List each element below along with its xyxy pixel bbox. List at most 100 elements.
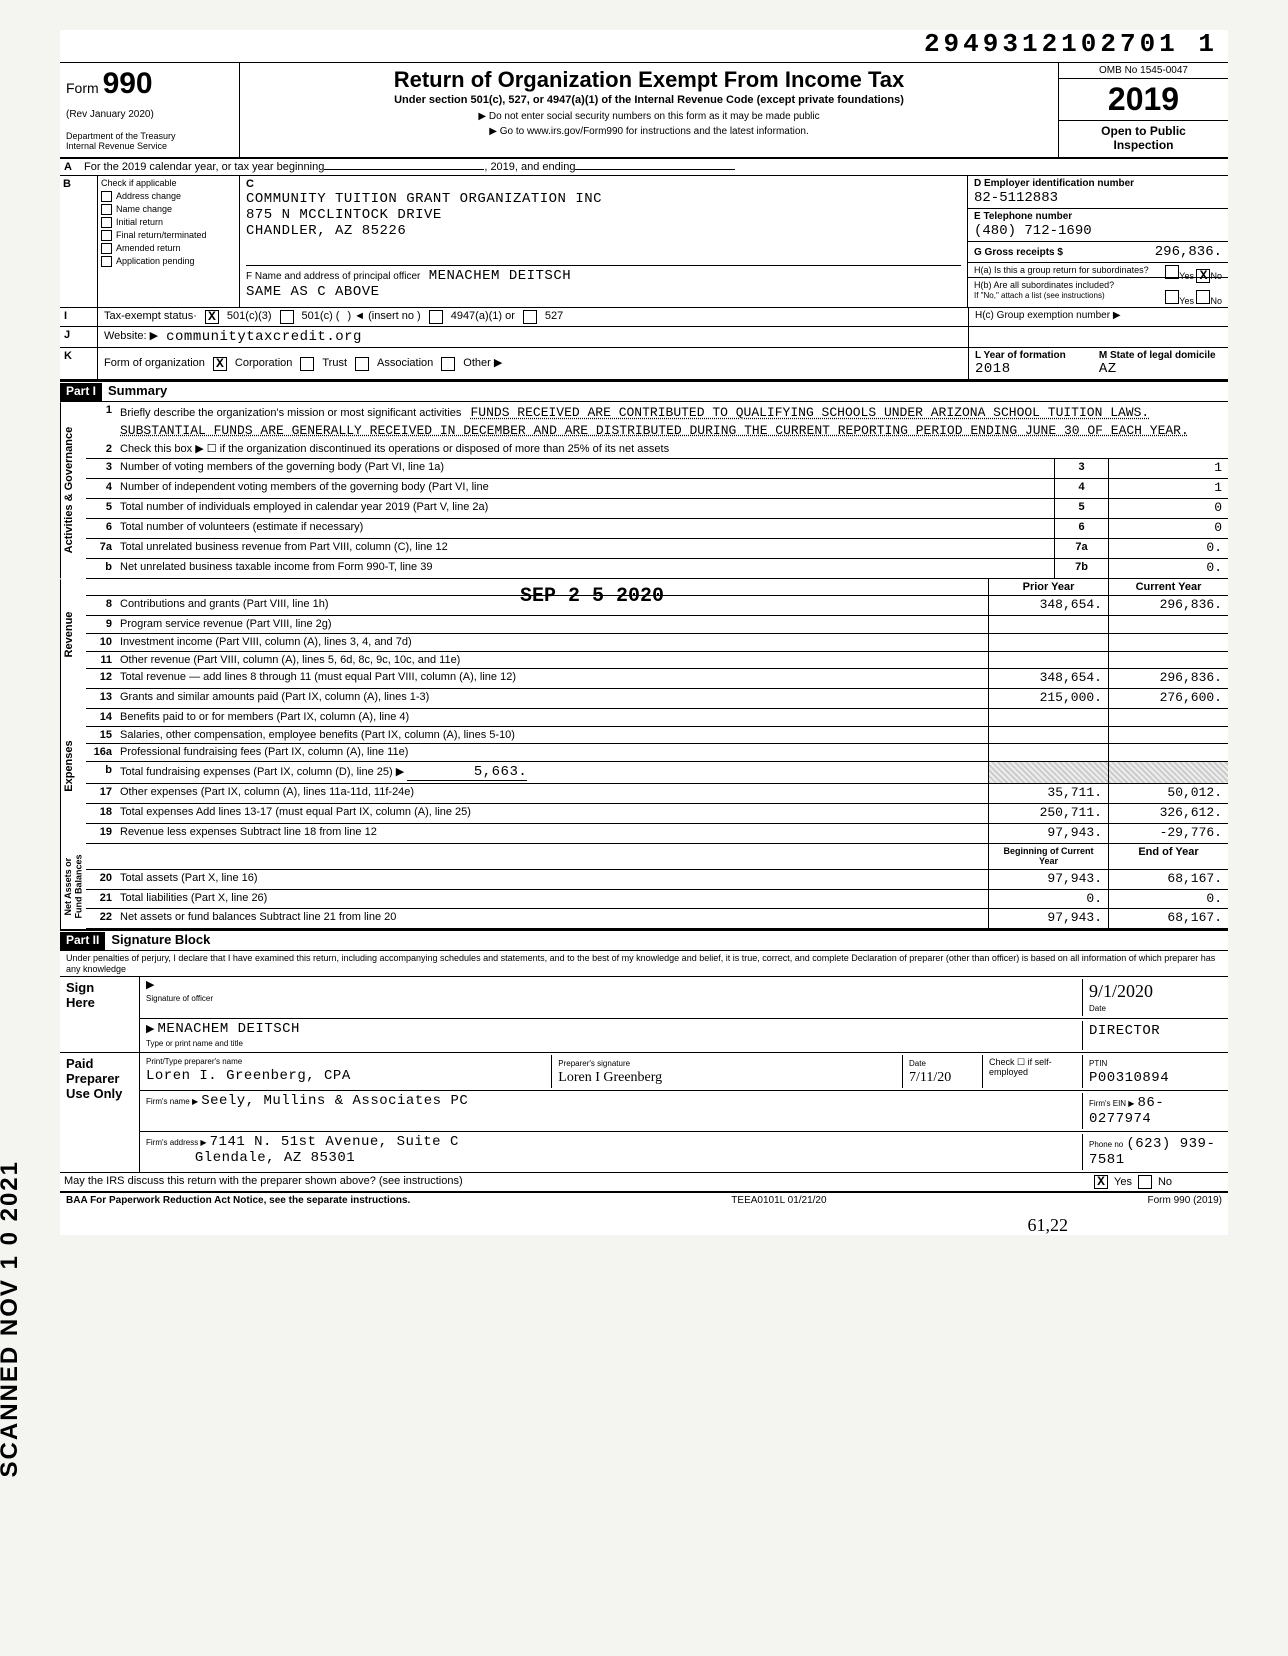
open-inspection: Open to Public Inspection <box>1059 121 1228 157</box>
checkbox[interactable] <box>101 191 112 202</box>
col-current-year: Current Year <box>1108 579 1228 596</box>
checkbox[interactable] <box>101 217 112 228</box>
gross-receipts: 296,836. <box>1155 244 1222 260</box>
domicile: AZ <box>1099 361 1117 377</box>
checkbox[interactable] <box>101 243 112 254</box>
line-i: I Tax-exempt status· X501(c)(3) 501(c) (… <box>60 308 1228 327</box>
col-begin-year: Beginning of Current Year <box>988 844 1108 869</box>
501c3-box[interactable]: X <box>205 310 219 324</box>
org-addr2: CHANDLER, AZ 85226 <box>246 223 961 239</box>
officer-name: MENACHEM DEITSCH <box>429 268 571 284</box>
form-header: Form 990 (Rev January 2020) Department o… <box>60 63 1228 159</box>
line-k: K Form of organization XCorporation Trus… <box>60 348 1228 381</box>
firm-addr2: Glendale, AZ 85301 <box>195 1150 355 1166</box>
line-k-text: Form of organization <box>104 357 205 370</box>
form-revision: (Rev January 2020) <box>66 109 233 121</box>
received-stamp: SEP 2 5 2020 <box>520 585 664 608</box>
hb-yes-box[interactable] <box>1165 290 1179 304</box>
check-if-applicable: Check if applicable <box>101 178 236 188</box>
footer-code: TEEA0101L 01/21/20 <box>731 1195 826 1207</box>
officer-addr: Same As C Above <box>246 284 961 300</box>
firm-addr1: 7141 N. 51st Avenue, Suite C <box>210 1134 459 1150</box>
discuss-yes-box[interactable]: X <box>1094 1175 1108 1189</box>
form-title: Return of Organization Exempt From Incom… <box>248 67 1050 92</box>
line-i-text: Tax-exempt status· <box>104 310 197 323</box>
sign-here-block: Sign Here ▶Signature of officer 9/1/2020… <box>60 977 1228 1053</box>
other-box[interactable] <box>441 357 455 371</box>
corp-box[interactable]: X <box>213 357 227 371</box>
label-a: A <box>64 161 84 174</box>
handwritten-note: 61,22 <box>1028 1215 1069 1235</box>
form-number: 990 <box>103 67 153 100</box>
vtab-revenue: Revenue <box>60 579 86 689</box>
form-990-page: 2949312102701 1 Form 990 (Rev January 20… <box>60 30 1228 1235</box>
section-bcd: B Check if applicable Address changeName… <box>60 176 1228 307</box>
signer-title: Director <box>1089 1023 1160 1039</box>
line-j-text: Website: ▶ <box>104 330 158 343</box>
527-box[interactable] <box>523 310 537 324</box>
line-j: J Website: ▶ communitytaxcredit.org <box>60 327 1228 348</box>
org-addr1: 875 N MCCLINTOCK DRIVE <box>246 207 961 223</box>
checkbox[interactable] <box>101 256 112 267</box>
form-note2: ▶ Go to www.irs.gov/Form990 for instruct… <box>248 126 1050 138</box>
assoc-box[interactable] <box>355 357 369 371</box>
row-a-text: For the 2019 calendar year, or tax year … <box>84 161 324 174</box>
part1-header: Part I Summary <box>60 380 1228 402</box>
form-subtitle: Under section 501(c), 527, or 4947(a)(1)… <box>248 94 1050 107</box>
trust-box[interactable] <box>300 357 314 371</box>
label-e: E Telephone number <box>974 211 1072 222</box>
omb-number: OMB No 1545-0047 <box>1059 63 1228 80</box>
checkbox[interactable] <box>101 230 112 241</box>
org-name: COMMUNITY TUITION GRANT ORGANIZATION INC <box>246 191 961 207</box>
document-id: 2949312102701 1 <box>60 30 1228 60</box>
expenses-section: Expenses 13Grants and similar amounts pa… <box>60 689 1228 844</box>
ha-no-box[interactable]: X <box>1196 269 1210 283</box>
phone: (480) 712-1690 <box>974 223 1092 239</box>
hb-note: If "No," attach a list (see instructions… <box>974 291 1105 300</box>
label-f: F Name and address of principal officer <box>246 271 420 282</box>
baa-notice: BAA For Paperwork Reduction Act Notice, … <box>66 1195 410 1207</box>
scanned-stamp: SCANNED NOV 1 0 2021 <box>0 1160 24 1477</box>
ptin: P00310894 <box>1089 1070 1169 1086</box>
label-d: D Employer identification number <box>974 178 1134 189</box>
tax-year: 2019 <box>1059 79 1228 121</box>
col-prior-year: Prior Year <box>988 579 1108 596</box>
col-end-year: End of Year <box>1108 844 1228 869</box>
website: communitytaxcredit.org <box>166 329 362 345</box>
perjury-statement: Under penalties of perjury, I declare th… <box>60 951 1228 977</box>
paid-preparer-block: Paid Preparer Use Only Print/Type prepar… <box>60 1053 1228 1173</box>
form-note1: ▶ Do not enter social security numbers o… <box>248 111 1050 123</box>
4947-box[interactable] <box>429 310 443 324</box>
vtab-expenses: Expenses <box>60 689 86 844</box>
mission-label: Briefly describe the organization's miss… <box>120 407 461 419</box>
year-formation: 2018 <box>975 361 1011 377</box>
signer-name: MENACHEM DEITSCH <box>158 1021 300 1037</box>
page-footer: BAA For Paperwork Reduction Act Notice, … <box>60 1192 1228 1209</box>
discuss-question: May the IRS discuss this return with the… <box>60 1173 1088 1191</box>
preparer-name: Loren I. Greenberg, CPA <box>146 1068 351 1084</box>
firm-name: Seely, Mullins & Associates PC <box>201 1093 468 1109</box>
ein: 82-5112883 <box>974 190 1058 206</box>
ha-yes-box[interactable] <box>1165 265 1179 279</box>
form-prefix: Form <box>66 80 99 96</box>
label-b: B <box>60 176 98 306</box>
501c-box[interactable] <box>280 310 294 324</box>
vtab-netassets: Net Assets or Fund Balances <box>60 844 86 930</box>
hb-no-box[interactable] <box>1196 290 1210 304</box>
label-hb: H(b) Are all subordinates included? <box>974 280 1114 290</box>
netassets-section: Net Assets or Fund Balances Beginning of… <box>60 844 1228 930</box>
discuss-no-box[interactable] <box>1138 1175 1152 1189</box>
label-c: C <box>246 178 254 190</box>
checkbox[interactable] <box>101 204 112 215</box>
form-dept: Department of the Treasury Internal Reve… <box>66 131 233 152</box>
revenue-section: Revenue Prior Year Current Year 8Contrib… <box>60 579 1228 689</box>
self-employed-check: Check ☐ if self-employed <box>982 1055 1082 1088</box>
label-ha: H(a) Is this a group return for subordin… <box>974 265 1149 275</box>
sign-date: 9/1/2020 <box>1089 981 1153 1001</box>
label-hc: H(c) Group exemption number ▶ <box>968 308 1228 326</box>
row-a: A For the 2019 calendar year, or tax yea… <box>60 159 1228 177</box>
part2-header: Part II Signature Block <box>60 929 1228 951</box>
row-a-mid: , 2019, and ending <box>484 161 575 174</box>
vtab-governance: Activities & Governance <box>60 402 86 578</box>
footer-form: Form 990 (2019) <box>1148 1195 1222 1207</box>
